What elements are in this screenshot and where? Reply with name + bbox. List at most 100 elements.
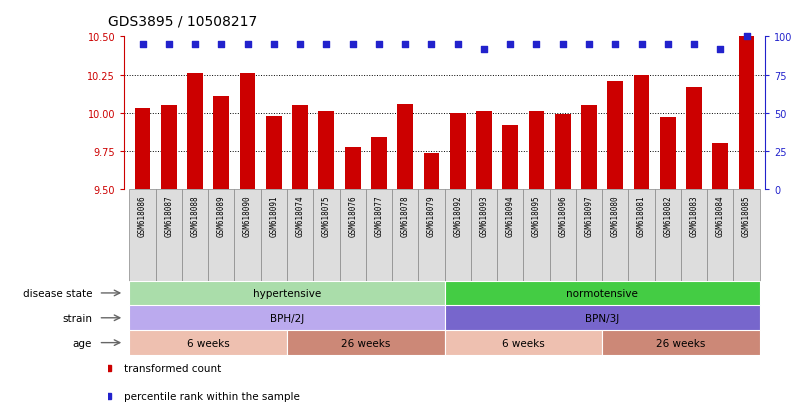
Point [294, 41, 307, 48]
Point [451, 41, 464, 48]
Bar [260, 190, 287, 281]
Point [215, 41, 227, 48]
Text: percentile rank within the sample: percentile rank within the sample [124, 392, 300, 401]
Bar [130, 306, 445, 330]
Bar [344, 147, 360, 190]
Text: GSM618094: GSM618094 [505, 195, 515, 236]
Text: GSM618077: GSM618077 [374, 195, 384, 236]
Bar [371, 138, 387, 190]
Point [557, 41, 570, 48]
Text: GSM618095: GSM618095 [532, 195, 541, 236]
Point [268, 41, 280, 48]
Text: GSM618075: GSM618075 [322, 195, 331, 236]
Text: GSM618088: GSM618088 [191, 195, 199, 236]
Bar [607, 81, 623, 190]
Point [609, 41, 622, 48]
Text: 6 weeks: 6 weeks [502, 338, 545, 348]
Bar [445, 281, 759, 306]
Bar [445, 190, 471, 281]
Text: GSM618087: GSM618087 [164, 195, 173, 236]
Bar [130, 330, 287, 355]
Text: GSM618083: GSM618083 [690, 195, 698, 236]
Bar [555, 115, 570, 190]
Text: GSM618089: GSM618089 [217, 195, 226, 236]
Text: GSM618076: GSM618076 [348, 195, 357, 236]
Point [714, 46, 727, 53]
Text: transformed count: transformed count [124, 363, 221, 374]
Point [372, 41, 385, 48]
Bar [130, 281, 445, 306]
Bar [686, 88, 702, 190]
Bar [187, 74, 203, 190]
Bar [319, 112, 334, 190]
Text: GSM618081: GSM618081 [637, 195, 646, 236]
Point [189, 41, 202, 48]
Bar [287, 330, 445, 355]
Bar [340, 190, 366, 281]
Point [346, 41, 359, 48]
Text: strain: strain [62, 313, 92, 323]
Bar [287, 190, 313, 281]
Text: GSM618090: GSM618090 [243, 195, 252, 236]
Bar [660, 118, 676, 190]
Bar [266, 116, 282, 190]
Text: BPN/3J: BPN/3J [585, 313, 619, 323]
Bar [182, 190, 208, 281]
Text: GSM618097: GSM618097 [585, 195, 594, 236]
Bar [471, 190, 497, 281]
Bar [366, 190, 392, 281]
Text: GSM618086: GSM618086 [138, 195, 147, 236]
Bar [523, 190, 549, 281]
Point [504, 41, 517, 48]
Bar [135, 109, 151, 190]
Text: GSM618092: GSM618092 [453, 195, 462, 236]
Bar [239, 74, 256, 190]
Text: disease state: disease state [22, 288, 92, 298]
Bar [313, 190, 340, 281]
Point [477, 46, 490, 53]
Text: GSM618085: GSM618085 [742, 195, 751, 236]
Text: 6 weeks: 6 weeks [187, 338, 230, 348]
Bar [445, 306, 759, 330]
Point [241, 41, 254, 48]
Text: age: age [73, 338, 92, 348]
Point [425, 41, 438, 48]
Point [136, 41, 149, 48]
Point [163, 41, 175, 48]
Bar [235, 190, 260, 281]
Text: hypertensive: hypertensive [253, 288, 321, 298]
Text: GSM618078: GSM618078 [400, 195, 409, 236]
Bar [739, 37, 755, 190]
Bar [707, 190, 734, 281]
Bar [161, 106, 177, 190]
Bar [634, 75, 650, 190]
Point [320, 41, 332, 48]
Text: GSM618091: GSM618091 [269, 195, 279, 236]
Text: GSM618079: GSM618079 [427, 195, 436, 236]
Point [399, 41, 412, 48]
Bar [712, 144, 728, 190]
Point [530, 41, 543, 48]
Bar [155, 190, 182, 281]
Bar [654, 190, 681, 281]
Bar [208, 190, 235, 281]
Text: normotensive: normotensive [566, 288, 638, 298]
Bar [629, 190, 654, 281]
Bar [529, 112, 545, 190]
Text: GSM618084: GSM618084 [716, 195, 725, 236]
Bar [392, 190, 418, 281]
Text: GDS3895 / 10508217: GDS3895 / 10508217 [108, 15, 257, 29]
Text: 26 weeks: 26 weeks [341, 338, 390, 348]
Bar [292, 106, 308, 190]
Bar [445, 330, 602, 355]
Point [635, 41, 648, 48]
Bar [734, 190, 759, 281]
Bar [450, 114, 465, 190]
Bar [130, 190, 155, 281]
Text: BPH/2J: BPH/2J [270, 313, 304, 323]
Bar [502, 126, 518, 190]
Bar [497, 190, 523, 281]
Bar [476, 112, 492, 190]
Bar [213, 97, 229, 190]
Bar [681, 190, 707, 281]
